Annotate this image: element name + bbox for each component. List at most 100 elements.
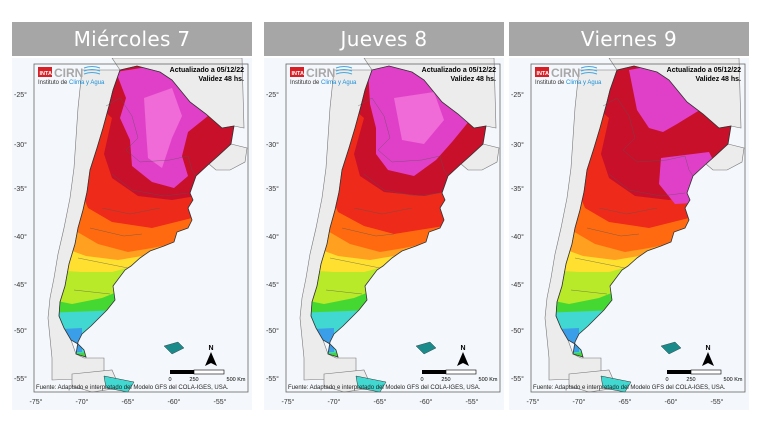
lon-label: -60° [168,398,181,406]
update-date: Actualizado a 05/12/22 [422,67,496,74]
cirn-text: CIRN [54,66,83,80]
lat-label: -40° [511,233,524,241]
lat-label: -30° [14,141,27,149]
inta-badge-text: INTA [40,71,52,77]
scale-bar-white [690,369,722,375]
north-arrow-icon [457,352,469,366]
scale-bar-black [422,370,446,374]
lat-label: -45° [511,281,524,289]
north-label: N [460,345,465,352]
lat-label: -40° [266,233,279,241]
logo-subtitle: Instituto de Clima y Agua [38,80,105,86]
argentina-outline [310,65,487,358]
lat-label: -55° [14,375,27,383]
lat-label: -25° [14,91,27,99]
scale-end: 500 Km [227,377,246,383]
north-arrow-icon [702,352,714,366]
lat-label: -45° [266,281,279,289]
logo-subtitle: Instituto de Clima y Agua [535,80,602,86]
cirn-text: CIRN [306,66,335,80]
province-borders [73,97,197,295]
inta-badge [290,67,304,77]
lon-label: -75° [527,398,540,406]
lat-label: -30° [511,141,524,149]
north-label: N [705,345,710,352]
scale-zero: 0 [665,377,668,383]
lat-label: -25° [511,91,524,99]
cirn-text: CIRN [551,66,580,80]
lat-label: -25° [266,91,279,99]
lat-label: -35° [266,185,279,193]
forecast-map: -25° -30° -35° -40° -45° -50° -55° -75° -70° -65°… [264,57,504,410]
scale-mid: 250 [441,377,450,383]
scale-mid: 250 [686,377,695,383]
map-frame [530,63,746,393]
lon-label: -65° [122,398,135,406]
lon-label: -70° [573,398,586,406]
forecast-map: -25° -30° -35° -40° -45° -50° -55° -75° -70° -65°… [12,57,252,410]
lon-label: -75° [282,398,295,406]
malvinas-islands [415,341,437,355]
scale-bar-white [445,369,477,375]
lon-label: -55° [711,398,724,406]
lon-label: -65° [374,398,387,406]
scale-end: 500 Km [479,377,498,383]
heat-band-pink [144,88,182,168]
lat-label: -45° [14,281,27,289]
logo-subtitle: Instituto de Clima y Agua [290,80,357,86]
inta-badge-text: INTA [537,71,549,77]
map-frame [285,63,501,393]
north-label: N [208,345,213,352]
source-text: Fuente: Adaptado e interpretado del Mode… [36,385,229,391]
scale-bar-black [170,370,194,374]
inta-badge [535,67,549,77]
waves-icon [83,66,101,75]
day-header: Jueves 8 [264,22,504,56]
lat-label: -40° [14,233,27,241]
province-borders [570,97,694,295]
validity-text: Validez 48 hs. [450,76,496,83]
validity-text: Validez 48 hs. [198,76,244,83]
lon-label: -55° [466,398,479,406]
lon-label: -70° [328,398,341,406]
day-header: Miércoles 7 [12,22,252,56]
map-svg: -25° -30° -35° -40° -45° -50° -55° -75° -70° -65°… [12,57,252,410]
panel-thursday: Jueves 8 -25° -30° -35° -40° -45° -50° -55° -75… [264,22,504,410]
panel-friday: Viernes 9 -25° -30° -35° -40° -45° -50° -55° -7… [509,22,749,410]
map-svg: -25° -30° -35° -40° -45° -50° -55° -75° -70° -65°… [264,57,504,410]
scale-bar-white [193,369,225,375]
lat-label: -55° [266,375,279,383]
lon-label: -60° [665,398,678,406]
lon-label: -65° [619,398,632,406]
heat-band-pink [394,92,444,144]
update-date: Actualizado a 05/12/22 [667,67,741,74]
north-arrow-icon [205,352,217,366]
scale-mid: 250 [189,377,198,383]
forecast-map: -25° -30° -35° -40° -45° -50° -55° -75° -70° -65°… [509,57,749,410]
inta-badge-text: INTA [292,71,304,77]
map-frame [33,63,249,393]
source-text: Fuente: Adaptado e interpretado del Mode… [533,385,726,391]
lat-label: -35° [511,185,524,193]
lat-label: -50° [511,327,524,335]
map-svg: -25° -30° -35° -40° -45° -50° -55° -75° -70° -65°… [509,57,749,410]
argentina-outline [555,65,732,358]
scale-end: 500 Km [724,377,743,383]
argentina-outline [58,65,235,358]
validity-text: Validez 48 hs. [695,76,741,83]
lat-label: -30° [266,141,279,149]
lon-label: -60° [420,398,433,406]
malvinas-islands [163,341,185,355]
day-header: Viernes 9 [509,22,749,56]
lon-label: -70° [76,398,89,406]
scale-zero: 0 [168,377,171,383]
province-borders [325,97,449,295]
scale-bar-black [667,370,691,374]
lon-label: -55° [214,398,227,406]
waves-icon [580,66,598,75]
update-date: Actualizado a 05/12/22 [170,67,244,74]
lat-label: -55° [511,375,524,383]
lat-label: -35° [14,185,27,193]
